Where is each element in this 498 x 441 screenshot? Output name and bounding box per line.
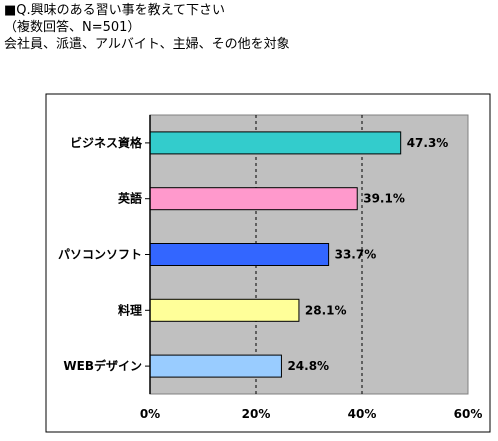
value-labels: 47.3% 39.1% 33.7% 28.1% 24.8% — [287, 136, 448, 373]
category-label-4: 料理 — [118, 302, 142, 317]
bar-3 — [149, 243, 330, 266]
x-tick-label-3: 60% — [454, 407, 483, 421]
value-label-4: 28.1% — [305, 303, 347, 317]
value-label-1: 47.3% — [407, 136, 449, 150]
category-label-5: WEBデザイン — [63, 358, 142, 373]
category-label-2: 英語 — [118, 191, 142, 206]
bar-1 — [149, 131, 402, 155]
question-subtitle: （複数回答、N=501） — [4, 20, 141, 35]
bar-4 — [149, 298, 300, 322]
bar-5 — [149, 354, 282, 378]
bar-2 — [149, 187, 358, 211]
value-label-2: 39.1% — [363, 192, 405, 206]
value-label-5: 24.8% — [287, 359, 329, 373]
value-label-3: 33.7% — [335, 248, 377, 262]
question-title: ■Q.興味のある習い事を教えて下さい — [4, 3, 225, 18]
chart-header: ■Q.興味のある習い事を教えて下さい （複数回答、N=501） 会社員、派遣、ア… — [4, 2, 290, 53]
x-tick-label-1: 20% — [242, 407, 271, 421]
category-label-1: ビジネス資格 — [70, 135, 143, 150]
x-tick-label-2: 40% — [348, 407, 377, 421]
bars — [145, 131, 402, 378]
x-tick-labels: 0% 20% 40% 60% — [140, 407, 483, 421]
target-description: 会社員、派遣、アルバイト、主婦、その他を対象 — [4, 37, 290, 52]
category-label-3: パソコンソフト — [58, 248, 142, 262]
x-tick-label-0: 0% — [140, 407, 160, 421]
